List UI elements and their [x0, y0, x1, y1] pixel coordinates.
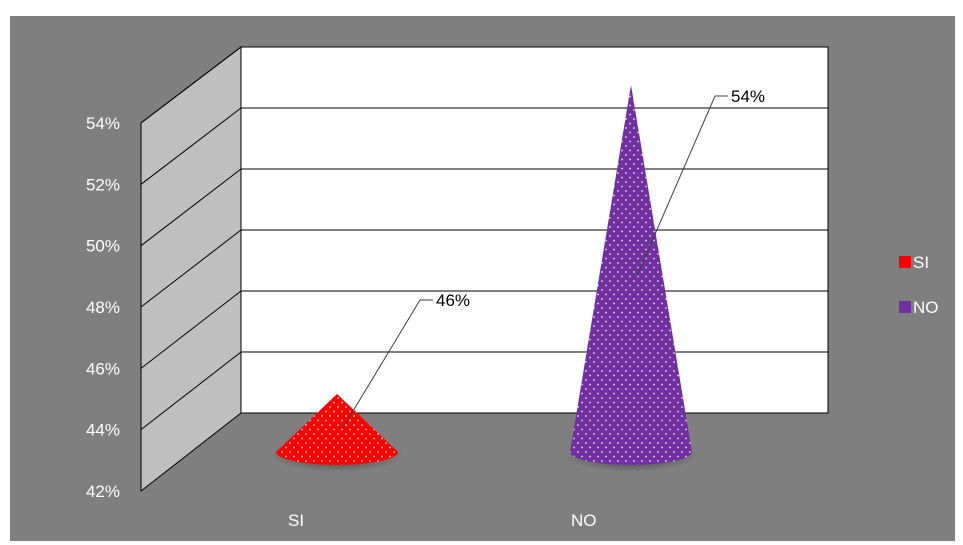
y-tick-label: 48%: [86, 298, 120, 317]
legend-swatch: [899, 301, 911, 313]
cone-pattern: [276, 394, 398, 465]
gridlines: [140, 46, 828, 491]
y-tick-label: 54%: [86, 114, 120, 133]
leader-line: [636, 95, 728, 277]
gridline: [140, 229, 242, 308]
data-label: 54%: [731, 87, 765, 106]
gridline: [140, 290, 242, 369]
category-labels: SI NO: [288, 511, 597, 530]
gridline: [140, 168, 242, 247]
gridline: [140, 46, 242, 124]
y-axis-ticks: 42% 44% 46% 48% 50% 52% 54%: [86, 114, 120, 501]
gridline: [140, 107, 242, 185]
y-tick-label: 52%: [86, 175, 120, 194]
legend-label: NO: [913, 298, 939, 317]
cone-pattern: [570, 85, 692, 465]
legend-swatch: [899, 256, 911, 268]
data-label: 46%: [436, 291, 470, 310]
gridline: [140, 351, 242, 431]
y-tick-label: 50%: [86, 237, 120, 256]
y-tick-label: 44%: [86, 421, 120, 440]
category-label: NO: [571, 511, 597, 530]
y-tick-label: 46%: [86, 359, 120, 378]
leader-line: [342, 299, 433, 428]
y-tick-label: 42%: [86, 482, 120, 501]
legend: SI NO: [899, 253, 939, 317]
category-label: SI: [288, 511, 304, 530]
cones: [276, 85, 692, 465]
label-leaders: [342, 95, 728, 428]
legend-label: SI: [913, 253, 929, 272]
data-labels: 46% 54%: [436, 87, 765, 310]
